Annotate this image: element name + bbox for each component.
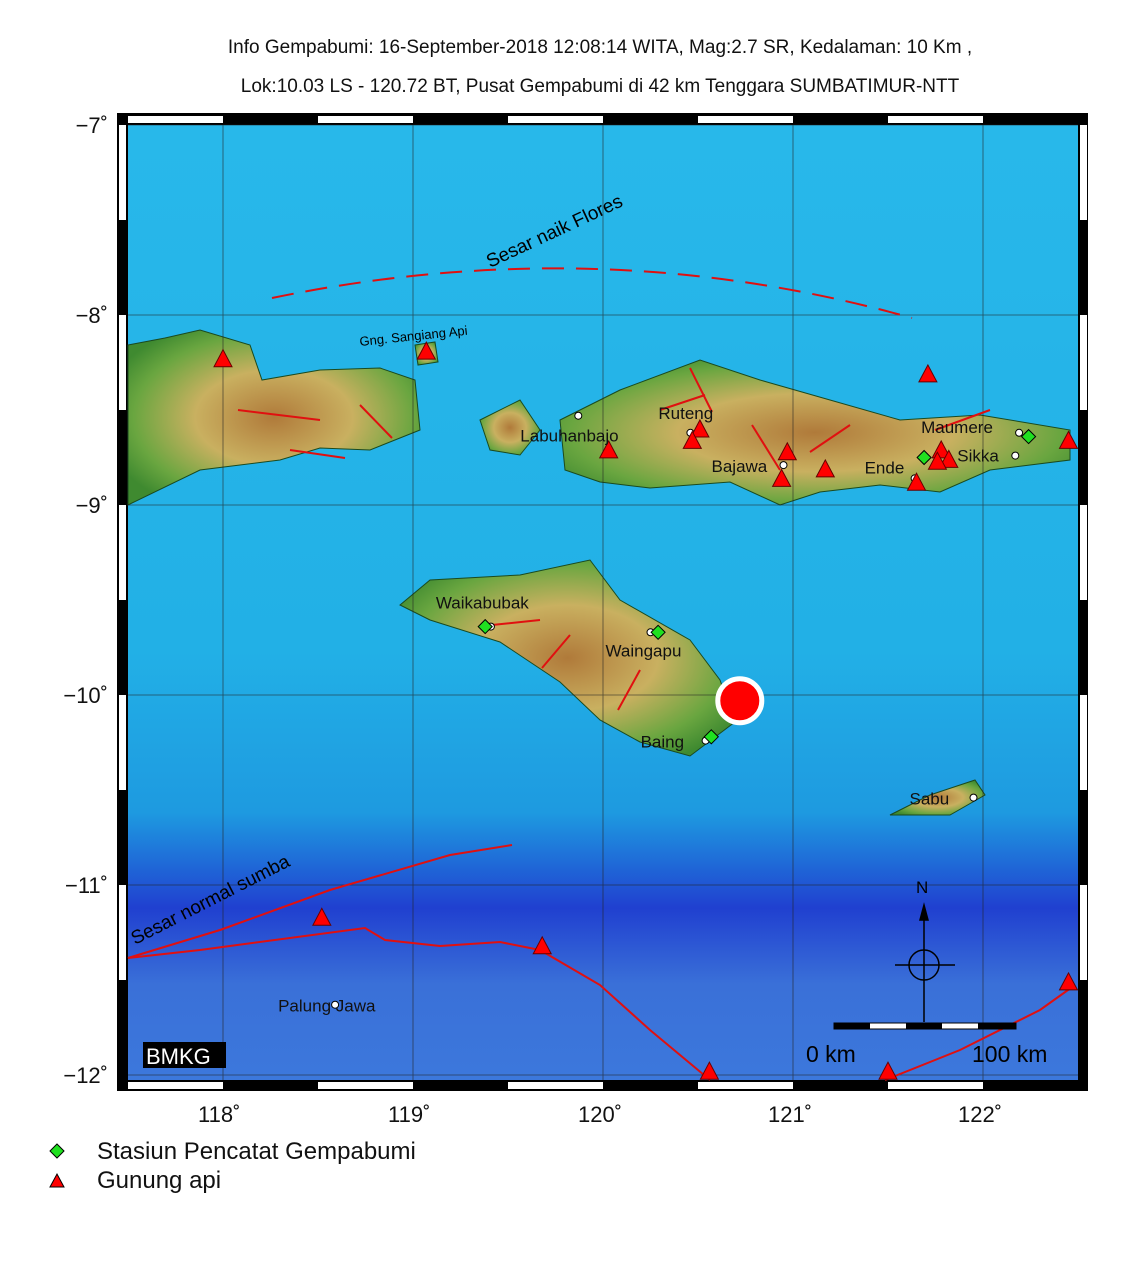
- volcano-marker: [906, 472, 927, 491]
- frame-segment: [318, 1082, 413, 1089]
- frame-segment: [1080, 695, 1087, 790]
- place-dot: [1015, 428, 1024, 437]
- volcano-marker: [311, 907, 332, 926]
- volcano-marker: [938, 449, 959, 468]
- epicenter-marker[interactable]: [715, 676, 765, 726]
- volcano-marker: [699, 1061, 720, 1080]
- place-label: Ende: [865, 458, 905, 477]
- fault-trench-east: [884, 984, 1076, 1081]
- volcano-marker: [927, 451, 948, 470]
- lon-tick-label: 121˚: [768, 1102, 812, 1127]
- fault-trench-west: [127, 926, 711, 1081]
- fault-local: [237, 367, 991, 711]
- lon-tick-label: 118˚: [198, 1102, 240, 1127]
- lat-tick-label: −10˚: [63, 683, 108, 708]
- lat-tick-label: −12˚: [63, 1063, 108, 1088]
- volcano-marker: [878, 1061, 898, 1080]
- volcano-marker: [771, 468, 792, 487]
- scale-start-label: 0 km: [806, 1041, 856, 1067]
- bmkg-logo: BMKG: [146, 1044, 211, 1069]
- place-label: Sikka: [957, 447, 999, 466]
- volcano-marker: [918, 363, 938, 383]
- frame-segment: [888, 1082, 983, 1089]
- volcano-marker: [682, 430, 703, 449]
- frame-segment: [119, 125, 126, 220]
- frame-segment: [119, 695, 126, 790]
- lat-tick-label: −7˚: [76, 113, 108, 138]
- island-komodo: [479, 399, 541, 456]
- island-sabu: [889, 779, 986, 816]
- lon-tick-label: 122˚: [958, 1102, 1002, 1127]
- place-label: Ruteng: [658, 404, 713, 423]
- logo-box: [143, 1042, 226, 1068]
- volcano-marker: [416, 341, 437, 360]
- frame-segment: [1080, 125, 1087, 220]
- volcano-marker: [1058, 430, 1079, 449]
- lat-tick-label: −11˚: [65, 873, 108, 898]
- place-label: Waingapu: [606, 641, 682, 660]
- place-dot: [574, 411, 583, 420]
- frame-segment: [128, 116, 223, 123]
- frame-segment: [318, 116, 413, 123]
- map-title-line2: Lok:10.03 LS - 120.72 BT, Pusat Gempabum…: [240, 76, 960, 97]
- frame-segment: [1080, 885, 1087, 980]
- station-marker: [703, 729, 720, 745]
- frame-segment: [1080, 315, 1087, 410]
- frame-segment: [119, 885, 126, 980]
- legend-station: Stasiun Pencatat Gempabumi: [97, 1138, 416, 1165]
- place-label: Labuhanbajo: [520, 427, 618, 446]
- frame-segment: [119, 505, 126, 600]
- map-title-line1: Info Gempabumi: 16-September-2018 12:08:…: [227, 37, 973, 58]
- volcano-marker: [213, 348, 233, 368]
- place-label: Bajawa: [712, 457, 768, 476]
- legend-symbols: [49, 1143, 65, 1188]
- frame-segment: [698, 116, 793, 123]
- frame-segment: [1080, 505, 1087, 600]
- frame-segment: [508, 116, 603, 123]
- scale-bar: [833, 1022, 1017, 1030]
- place-label: Baing: [641, 733, 684, 752]
- volcano-marker: [598, 439, 619, 459]
- volcano-marker: [532, 935, 553, 955]
- frame-segment: [119, 315, 126, 410]
- volcano-marker: [690, 418, 710, 438]
- place-label: Maumere: [921, 418, 993, 437]
- station-marker: [1020, 428, 1037, 445]
- faults: [127, 267, 1076, 1081]
- volcano-legend-icon: [49, 1172, 65, 1188]
- frame-segment: [508, 1082, 603, 1089]
- lat-tick-label: −8˚: [76, 303, 108, 328]
- place-dot: [331, 1000, 340, 1009]
- place-dot: [969, 793, 978, 802]
- station-marker: [916, 449, 932, 466]
- frame-segment: [128, 1082, 223, 1089]
- place-label: Sabu: [910, 790, 950, 809]
- island-sumbawa: [127, 329, 421, 506]
- lon-tick-label: 120˚: [578, 1102, 622, 1127]
- fault-sumba-normal: [127, 844, 513, 959]
- place-label: Palung Jawa: [278, 997, 376, 1016]
- station-marker: [650, 624, 666, 641]
- lon-tick-label: 119˚: [388, 1102, 430, 1127]
- fault-flores-thrust: [271, 267, 913, 319]
- place-dot: [779, 461, 788, 470]
- volcano-marker: [815, 458, 836, 478]
- legend-volcano: Gunung api: [97, 1167, 222, 1194]
- place-label: Waikabubak: [436, 594, 529, 613]
- north-label: N: [916, 878, 928, 897]
- frame-segment: [698, 1082, 793, 1089]
- station-legend-icon: [49, 1143, 65, 1159]
- lat-tick-label: −9˚: [76, 493, 108, 518]
- north-arrow: [895, 902, 955, 1022]
- place-dot: [1011, 451, 1020, 460]
- frame-segment: [888, 116, 983, 123]
- station-marker: [477, 618, 493, 635]
- volcano-marker: [1058, 971, 1079, 991]
- scale-end-label: 100 km: [972, 1041, 1047, 1067]
- volcano-marker: [777, 441, 798, 461]
